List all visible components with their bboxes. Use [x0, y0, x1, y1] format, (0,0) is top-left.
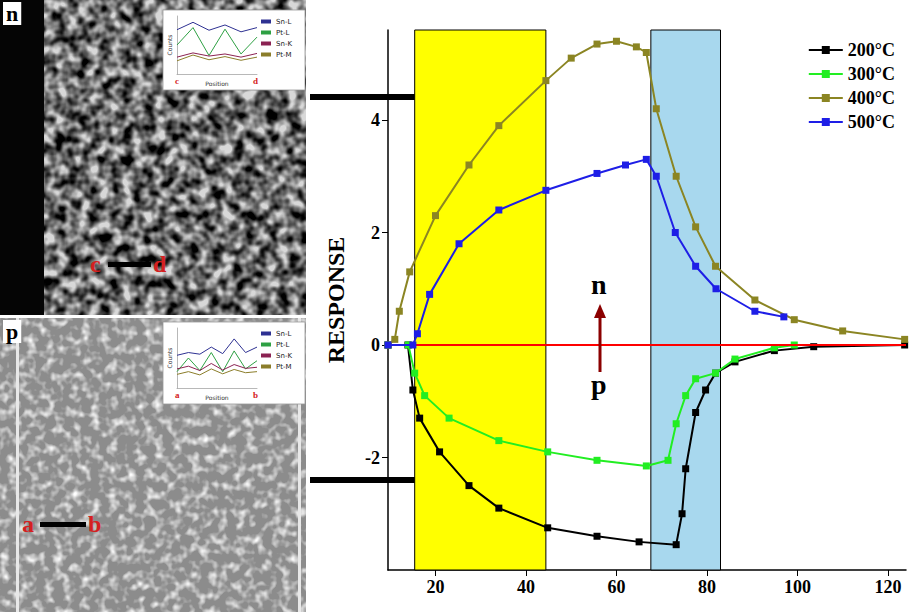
svg-text:Pt-M: Pt-M: [276, 363, 292, 371]
svg-text:p: p: [6, 319, 18, 344]
svg-text:Sn-L: Sn-L: [276, 18, 291, 26]
svg-text:n: n: [6, 1, 18, 26]
svg-text:400°C: 400°C: [848, 88, 895, 108]
svg-text:Counts: Counts: [166, 348, 173, 369]
svg-text:80: 80: [698, 577, 716, 597]
svg-text:40: 40: [517, 577, 535, 597]
svg-text:0: 0: [371, 335, 380, 355]
svg-text:20: 20: [427, 577, 445, 597]
svg-text:Counts: Counts: [166, 35, 173, 56]
svg-text:Sn-L: Sn-L: [276, 330, 291, 338]
svg-text:60: 60: [607, 577, 625, 597]
svg-text:p: p: [591, 369, 607, 400]
svg-text:d: d: [153, 251, 167, 277]
svg-text:120: 120: [874, 577, 901, 597]
svg-text:Sn-K: Sn-K: [276, 40, 292, 48]
svg-text:a: a: [175, 390, 180, 400]
svg-text:RESPONSE: RESPONSE: [323, 237, 349, 364]
svg-text:Sn-K: Sn-K: [276, 352, 292, 360]
svg-text:b: b: [253, 390, 258, 400]
svg-text:500°C: 500°C: [848, 112, 895, 132]
svg-text:a: a: [22, 511, 34, 537]
svg-text:Pt-L: Pt-L: [276, 341, 289, 349]
svg-text:-2: -2: [365, 448, 380, 468]
svg-text:200°C: 200°C: [848, 40, 895, 60]
svg-text:4: 4: [371, 110, 380, 130]
svg-text:2: 2: [371, 223, 380, 243]
svg-text:c: c: [175, 76, 179, 86]
svg-text:Position: Position: [205, 80, 229, 87]
svg-text:Pt-L: Pt-L: [276, 29, 289, 37]
svg-text:300°C: 300°C: [848, 64, 895, 84]
svg-text:b: b: [88, 511, 101, 537]
svg-text:Position: Position: [205, 394, 229, 401]
svg-text:Pt-M: Pt-M: [276, 51, 292, 59]
svg-text:100: 100: [784, 577, 811, 597]
svg-text:d: d: [253, 76, 258, 86]
svg-text:c: c: [90, 251, 101, 277]
svg-text:n: n: [591, 269, 607, 300]
